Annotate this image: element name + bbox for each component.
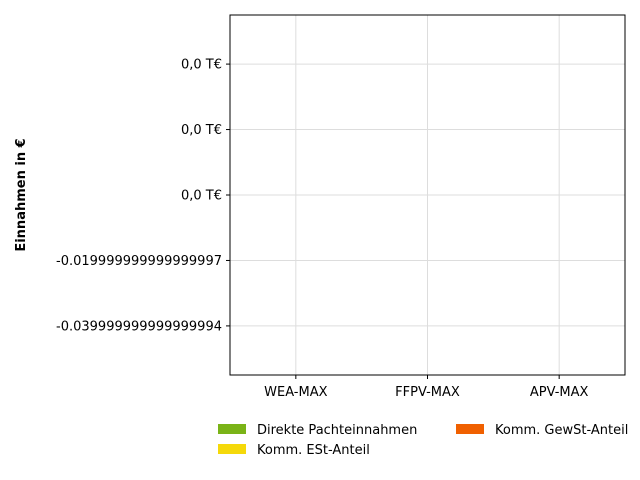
- legend-label: Komm. ESt-Anteil: [257, 443, 370, 458]
- legend: Direkte Pachteinnahmen Komm. ESt-Anteil Ko…: [218, 423, 628, 458]
- y-tick-label: -0.039999999999999994: [56, 319, 222, 334]
- x-tick-label: WEA-MAX: [264, 385, 327, 400]
- y-tick-label: 0,0 T€: [181, 123, 222, 138]
- legend-swatch: [218, 444, 246, 454]
- legend-label: Direkte Pachteinnahmen: [257, 423, 417, 438]
- y-tick-label: 0,0 T€: [181, 58, 222, 73]
- x-axis: WEA-MAX FFPV-MAX APV-MAX: [264, 375, 589, 400]
- y-tick-label: -0.019999999999999997: [56, 254, 222, 269]
- x-tick-label: FFPV-MAX: [395, 385, 460, 400]
- y-axis: 0,0 T€ 0,0 T€ 0,0 T€ -0.019999999999999997 -…: [56, 58, 230, 334]
- legend-swatch: [456, 424, 484, 434]
- x-tick-label: APV-MAX: [530, 385, 589, 400]
- y-tick-label: 0,0 T€: [181, 189, 222, 204]
- y-axis-label: Einnahmen in €: [14, 138, 29, 251]
- legend-swatch: [218, 424, 246, 434]
- legend-label: Komm. GewSt-Anteil: [495, 423, 628, 438]
- grid-layer: [230, 15, 625, 375]
